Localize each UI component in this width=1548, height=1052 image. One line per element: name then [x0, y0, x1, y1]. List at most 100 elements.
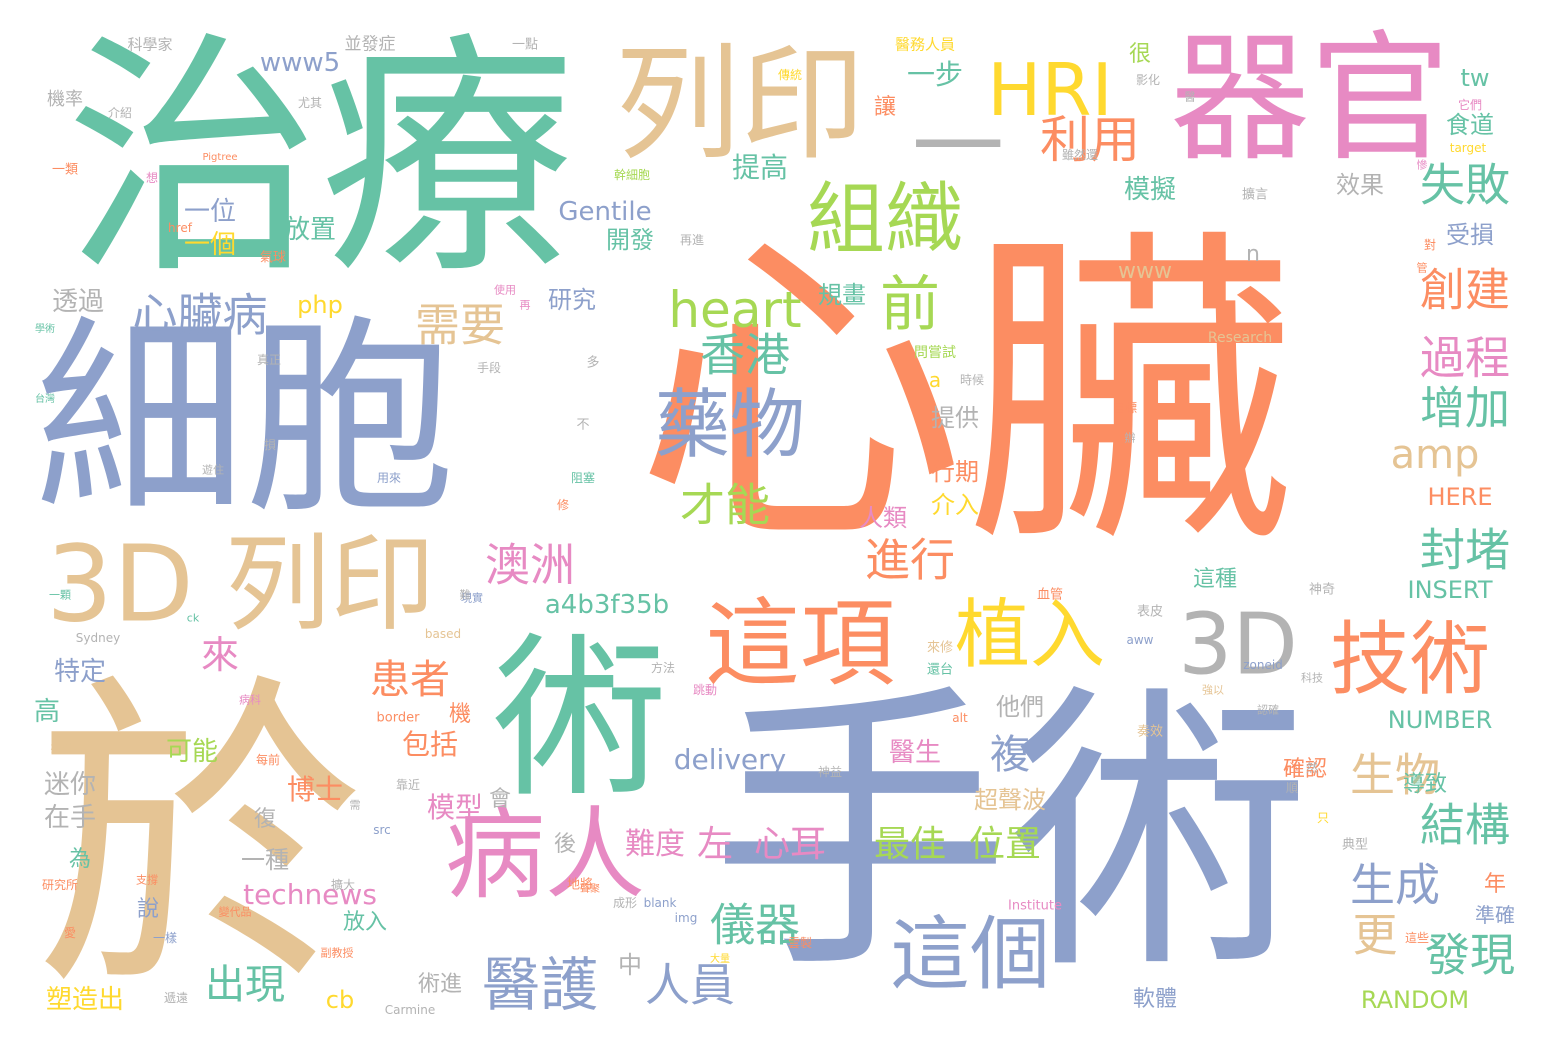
word: 大量: [710, 954, 730, 965]
word: 問嘗試: [914, 345, 956, 361]
word: 副教授: [320, 946, 354, 960]
word: 多: [586, 355, 600, 371]
word: 病科: [239, 693, 261, 707]
word: 科技: [1301, 671, 1323, 685]
word: 雲製: [787, 936, 813, 950]
word: 於: [35, 648, 365, 1032]
word: a4b3f35b: [544, 590, 670, 620]
word: 心臟病: [132, 288, 268, 342]
word: 愛: [63, 926, 77, 940]
word: 一顆: [49, 588, 71, 602]
word: 尤其: [297, 96, 323, 110]
word: 年: [1483, 872, 1507, 897]
word: 提供: [931, 404, 979, 432]
word: 過程: [1419, 331, 1511, 385]
word: 血管: [1036, 587, 1064, 603]
word: 生物: [1349, 748, 1441, 802]
word: 導致: [1402, 772, 1448, 797]
word: ck: [186, 611, 200, 625]
word: 博士: [286, 773, 344, 806]
word: 術: [492, 618, 668, 822]
word: a: [928, 368, 942, 392]
word: n: [1246, 242, 1260, 267]
word: 一步: [906, 58, 964, 91]
word: 需要: [414, 298, 506, 352]
word: 管: [1416, 261, 1428, 275]
word: INSERT: [1407, 576, 1493, 604]
word: 它們: [1457, 98, 1483, 112]
word: 並發症: [344, 34, 396, 55]
word: 才能: [679, 478, 771, 532]
word: 發現: [1424, 928, 1516, 982]
word: 研究: [548, 286, 596, 314]
word: 患者: [370, 657, 450, 703]
word: 澳洲: [484, 538, 576, 592]
word: 增加: [1419, 381, 1511, 435]
word: 方法: [650, 661, 676, 675]
word: 生成: [1349, 858, 1441, 912]
word: Institute: [1008, 898, 1062, 914]
word: 失敗: [1419, 158, 1511, 212]
word: 醫: [1184, 90, 1196, 104]
word: 利用: [1040, 111, 1140, 169]
word: 聲聚: [580, 884, 600, 895]
word: www5: [259, 48, 341, 78]
word: 確認: [1282, 757, 1328, 782]
word: 強以: [1202, 683, 1224, 697]
word: 認確: [1257, 703, 1279, 717]
word: 對: [1423, 238, 1437, 252]
word: 香港: [699, 328, 791, 382]
word: 還台: [926, 662, 954, 678]
word: 特定: [53, 657, 107, 687]
word: 難: [459, 588, 471, 602]
word: 這些: [1404, 931, 1430, 945]
word: 進行: [864, 533, 956, 587]
word: 來: [200, 633, 240, 677]
word: 難度: [625, 827, 685, 862]
word: 放入: [342, 910, 388, 935]
word: cb: [325, 986, 355, 1014]
word: tw: [1460, 64, 1490, 92]
word: blank: [643, 896, 677, 910]
word: 醫護: [481, 951, 599, 1019]
word: 人員: [644, 958, 736, 1012]
word: 雖然還: [1061, 148, 1099, 162]
word: 需: [349, 798, 361, 812]
word: 醫務人員: [894, 35, 956, 54]
word: border: [376, 710, 420, 726]
word: 模型: [426, 791, 484, 824]
word: 只: [1316, 811, 1330, 825]
word: 擴大: [330, 878, 356, 892]
word: 這項: [704, 589, 896, 700]
word: 為: [68, 847, 92, 872]
word: 受損: [1446, 221, 1494, 249]
word: 他們: [996, 693, 1044, 721]
word: 修: [556, 498, 570, 512]
word: 傳統: [777, 68, 803, 82]
word: 技術: [1330, 613, 1490, 706]
word: 辦: [1124, 431, 1136, 445]
word: Gentile: [558, 197, 652, 227]
word: 現實: [461, 591, 483, 605]
word: 擴言: [1241, 187, 1269, 203]
word: 很: [1128, 42, 1152, 67]
word: 幹細胞: [613, 168, 651, 182]
word: 植入: [954, 590, 1106, 679]
word: delivery: [673, 743, 787, 776]
word: 再進: [679, 233, 705, 247]
word: 遞遠: [163, 991, 189, 1005]
word: 複: [990, 732, 1030, 778]
word: based: [424, 627, 462, 641]
word: 可能: [165, 737, 219, 767]
word: HERE: [1427, 483, 1493, 511]
word: 靠近: [395, 778, 421, 792]
word: 然: [1305, 761, 1319, 775]
word: 一點: [511, 37, 539, 53]
word: 3D: [1178, 595, 1298, 695]
word: 包括: [401, 728, 459, 761]
word: 台灣: [35, 394, 55, 405]
word: HRI: [987, 48, 1113, 132]
word: 列印: [615, 32, 865, 178]
word: 封堵: [1419, 523, 1511, 577]
